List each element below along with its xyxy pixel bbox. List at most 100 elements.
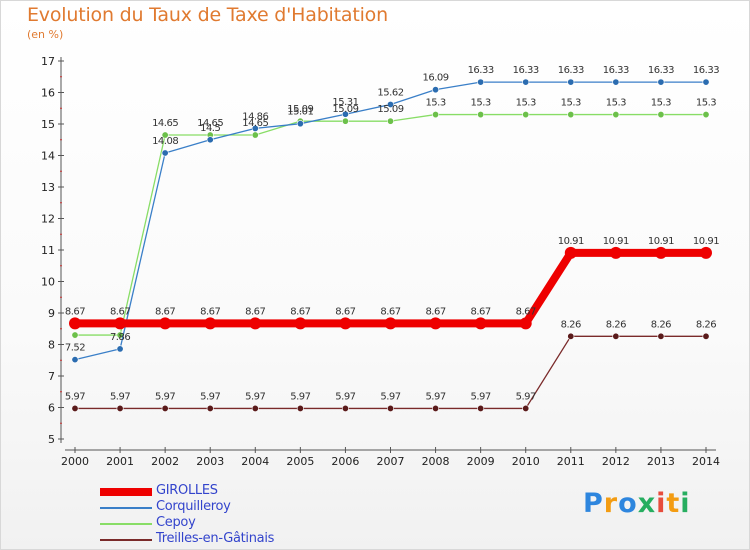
data-point-cepoy [251,131,259,139]
data-label-corquilleroy: 15.31 [332,97,358,108]
data-label-cepoy: 15.3 [425,98,445,109]
data-label-girolles: 8.67 [155,306,175,317]
data-label-girolles: 8.67 [245,306,265,317]
logo-letter: t [666,488,681,519]
data-point-girolles [339,317,352,330]
data-point-treilles-en-gatinais [477,404,485,412]
data-point-corquilleroy [71,356,79,364]
data-point-treilles-en-gatinais [432,404,440,412]
data-label-treilles-en-gatinais: 5.97 [380,391,400,402]
data-point-girolles [204,317,217,330]
data-point-corquilleroy [477,78,485,86]
legend-swatch [100,539,152,541]
logo-letter: i [656,488,667,519]
data-label-corquilleroy: 16.33 [693,65,719,76]
data-point-treilles-en-gatinais [567,332,575,340]
legend-label: GIROLLES [156,483,218,498]
data-point-cepoy [477,111,485,119]
data-point-corquilleroy [522,78,530,86]
data-point-corquilleroy [341,110,349,118]
logo-letter: o [618,488,638,519]
data-point-corquilleroy [251,124,259,132]
data-label-corquilleroy: 16.09 [423,73,449,84]
legend-label: Cepoy [156,515,196,530]
data-point-treilles-en-gatinais [206,404,214,412]
data-point-corquilleroy [296,120,304,128]
data-label-treilles-en-gatinais: 8.26 [696,319,716,330]
y-tick-label: 17 [41,55,55,68]
data-label-corquilleroy: 16.33 [513,65,539,76]
data-label-girolles: 8.67 [110,306,130,317]
data-point-girolles [384,317,397,330]
y-tick-label: 12 [41,213,55,226]
logo-letter: x [637,488,657,519]
data-point-girolles [609,246,622,259]
x-tick-label: 2014 [692,455,720,468]
legend-swatch [100,507,152,509]
data-label-cepoy: 15.3 [651,98,671,109]
x-tick-label: 2004 [241,455,269,468]
x-tick-label: 2010 [512,455,540,468]
logo-letter: r [603,488,619,519]
data-point-girolles [564,246,577,259]
data-label-girolles: 8.67 [516,306,536,317]
y-tick-label: 7 [48,370,55,383]
y-tick-label: 9 [48,307,55,320]
x-tick-label: 2000 [61,455,89,468]
data-point-cepoy [386,117,394,125]
x-tick-label: 2002 [151,455,179,468]
y-tick-label: 15 [41,118,55,131]
data-point-girolles [249,317,262,330]
data-point-corquilleroy [702,78,710,86]
data-label-girolles: 8.67 [200,306,220,317]
data-point-cepoy [657,111,665,119]
x-tick-label: 2013 [647,455,675,468]
y-tick-label: 16 [41,87,55,100]
proxiti-logo: Proxiti [583,488,691,519]
data-label-treilles-en-gatinais: 5.97 [516,391,536,402]
data-point-girolles [114,317,127,330]
data-label-girolles: 8.67 [471,306,491,317]
data-point-treilles-en-gatinais [161,404,169,412]
data-point-corquilleroy [612,78,620,86]
x-tick-label: 2005 [286,455,314,468]
legend-label: Corquilleroy [156,499,231,514]
x-tick-label: 2008 [422,455,450,468]
data-point-corquilleroy [657,78,665,86]
data-label-treilles-en-gatinais: 8.26 [561,319,581,330]
x-tick-label: 2003 [196,455,224,468]
data-label-cepoy: 14.65 [197,118,223,129]
data-point-treilles-en-gatinais [296,404,304,412]
data-point-cepoy [161,131,169,139]
data-label-corquilleroy: 16.33 [558,65,584,76]
data-point-corquilleroy [567,78,575,86]
data-label-corquilleroy: 7.86 [110,332,130,343]
series-line-cepoy [74,113,707,336]
y-tick-label: 10 [41,276,55,289]
data-point-treilles-en-gatinais [657,332,665,340]
data-label-corquilleroy: 14.86 [242,111,268,122]
chart-title: Evolution du Taux de Taxe d'Habitation [27,4,388,26]
data-point-girolles [519,317,532,330]
data-point-cepoy [432,111,440,119]
logo-letter: P [583,488,604,519]
x-tick-label: 2012 [602,455,630,468]
data-label-corquilleroy: 7.52 [65,343,85,354]
data-point-treilles-en-gatinais [702,332,710,340]
data-label-treilles-en-gatinais: 5.97 [110,391,130,402]
data-point-girolles [654,246,667,259]
data-label-cepoy: 15.09 [287,104,313,115]
data-label-treilles-en-gatinais: 5.97 [200,391,220,402]
data-point-treilles-en-gatinais [522,404,530,412]
data-label-girolles: 8.67 [425,306,445,317]
data-label-corquilleroy: 14.08 [152,136,178,147]
data-point-corquilleroy [386,100,394,108]
data-label-treilles-en-gatinais: 5.97 [471,391,491,402]
line-chart: 5 6 7 8 9 10 11 12 13 14 15 16 17 2000 2001 2002 2003 200… [41,55,720,468]
data-point-cepoy [567,111,575,119]
data-label-cepoy: 14.65 [242,118,268,129]
data-point-treilles-en-gatinais [71,404,79,412]
chart-unit: (en %) [27,28,64,41]
data-label-corquilleroy: 14.5 [200,123,220,134]
